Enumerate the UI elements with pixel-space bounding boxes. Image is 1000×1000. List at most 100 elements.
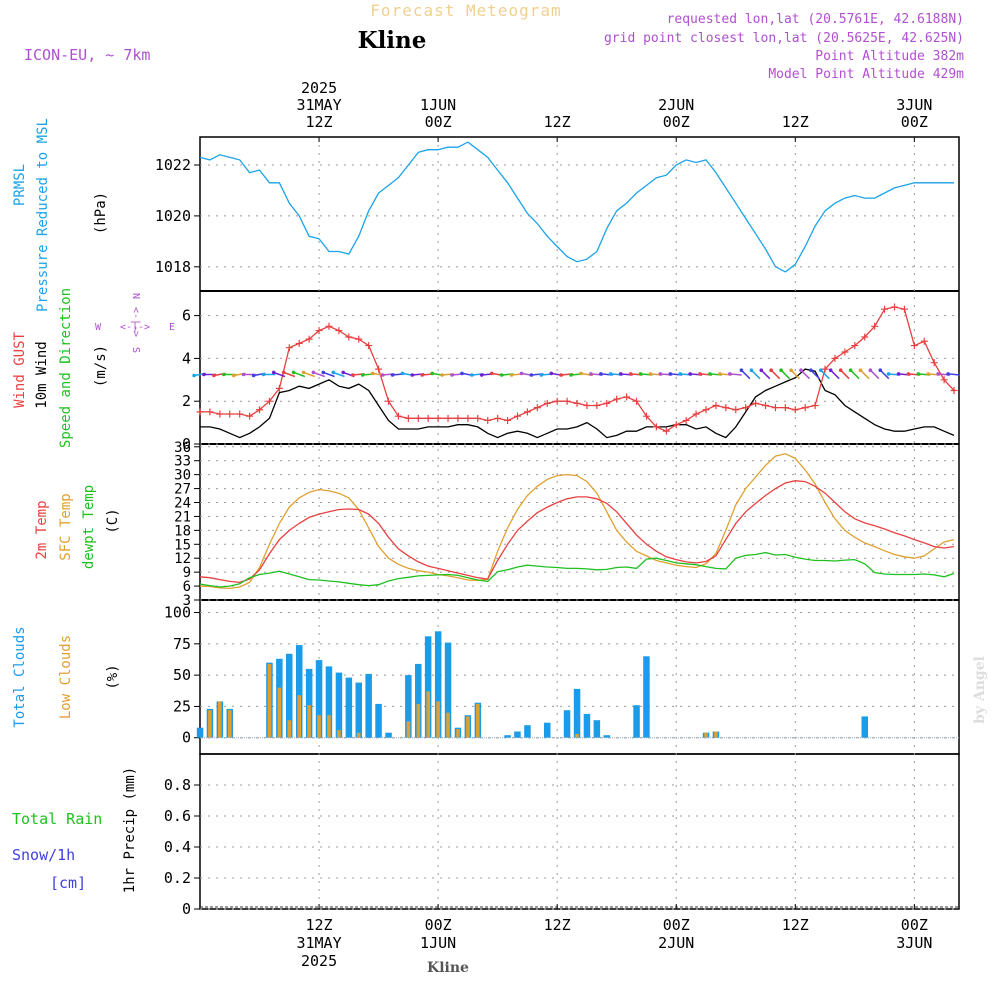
low-cloud-bar	[307, 705, 311, 738]
wind-direction-arrowhead	[430, 371, 435, 376]
total-cloud-bar	[434, 631, 442, 738]
temp-2m-series-line	[199, 480, 955, 584]
wind-direction-arrow	[323, 371, 335, 378]
wind-gust-point	[563, 397, 571, 405]
temp-ytick-label: 36	[174, 440, 191, 456]
wind-gust-point	[930, 359, 938, 367]
wind-gust-point	[295, 339, 303, 347]
temp-ytick-label: 33	[174, 454, 191, 470]
wind-direction-arrowhead	[420, 373, 425, 377]
pressure-series-line	[199, 141, 954, 273]
x-label-top: 3JUN	[896, 96, 932, 114]
temp-ytick-label: 27	[174, 482, 191, 498]
wind-gust-point	[246, 412, 254, 420]
x-label-bottom: 00Z	[663, 916, 690, 934]
precip-ytick-label: 0.6	[164, 807, 191, 825]
x-label-top: 00Z	[425, 113, 452, 131]
total-cloud-bar	[861, 716, 868, 738]
wind-direction-arrowhead	[749, 368, 754, 373]
low-cloud-bar	[446, 712, 450, 738]
low-cloud-bar	[426, 691, 430, 738]
low-cloud-bar	[476, 703, 480, 738]
wind-gust-point	[513, 412, 521, 420]
x-label-top: 12Z	[782, 113, 809, 131]
wind-gust-point	[642, 412, 650, 420]
low-cloud-bar	[466, 716, 470, 738]
wind-direction-arrowhead	[648, 372, 653, 376]
x-label-bottom: 2JUN	[658, 934, 694, 952]
wind-gust-point	[801, 404, 809, 412]
wind-gust-point	[325, 322, 333, 330]
wind-gust-point	[414, 414, 422, 422]
wind-direction-arrowhead	[678, 372, 682, 376]
temp-ytick-label: 6	[183, 579, 191, 595]
wind-direction-arrowhead	[291, 370, 296, 375]
wind-direction-arrowhead	[241, 372, 246, 377]
low-cloud-bar	[218, 701, 222, 738]
wind-direction-arrow	[820, 369, 830, 380]
wind-direction-arrowhead	[380, 373, 385, 377]
wind-direction-arrowhead	[599, 372, 603, 376]
wind-direction-arrow	[879, 369, 890, 380]
wind-gust-point	[275, 384, 283, 392]
wind-direction-arrow	[850, 369, 860, 380]
total-cloud-bar	[643, 656, 650, 738]
cloud-unit: (%)	[105, 664, 121, 689]
wind-direction-arrowhead	[539, 373, 544, 377]
location-title: Kline	[358, 27, 427, 54]
x-label-bottom: 1JUN	[420, 934, 456, 952]
x-label-top: 00Z	[663, 113, 690, 131]
pressure-label-prmsl: PRMSL	[12, 164, 28, 206]
total-clouds-label: Total Clouds	[12, 626, 28, 727]
wind-gust-point	[613, 395, 621, 403]
wind-gust-point	[692, 410, 700, 418]
temp-ytick-label: 21	[174, 509, 191, 525]
wind-direction-arrowhead	[390, 373, 395, 377]
wind-direction-arrowhead	[232, 373, 236, 378]
wind-gust-point	[474, 414, 482, 422]
wind-gust-point	[900, 305, 908, 313]
marks-layer	[192, 141, 961, 908]
wind-direction-arrowhead	[896, 372, 901, 376]
wind-direction-arrowhead	[499, 373, 504, 377]
wind-gust-point	[345, 333, 353, 341]
pressure-ytick-label: 1020	[155, 207, 191, 225]
wind-gust-point	[851, 342, 859, 350]
wind-direction-arrow	[830, 369, 840, 380]
wind-gust-point	[881, 305, 889, 313]
wind-speed-series-line	[200, 368, 955, 439]
wind-direction-arrowhead	[470, 373, 474, 377]
low-cloud-bar	[406, 721, 411, 738]
wind-ytick-label: 6	[182, 307, 191, 325]
low-cloud-bar	[456, 729, 460, 738]
wind-gust-point	[623, 393, 631, 401]
x-label-top: 00Z	[901, 113, 928, 131]
total-cloud-bar	[325, 666, 333, 738]
total-cloud-bar	[345, 677, 353, 738]
x-label-top: 31MAY	[296, 96, 341, 114]
wind-gust-point	[285, 344, 293, 352]
low-cloud-bar	[267, 663, 272, 738]
low-cloud-bar	[436, 701, 440, 738]
precip-ytick-label: 0	[182, 900, 191, 918]
low-cloud-bar	[317, 715, 321, 738]
wind-gust-point	[454, 414, 462, 422]
wind-direction-arrow	[859, 369, 870, 380]
low-cloud-bar	[416, 703, 421, 738]
total-cloud-bar	[405, 675, 412, 738]
wind-gust-point	[940, 376, 948, 384]
temp-sfc-label: SFC Temp	[58, 493, 74, 560]
wind-gust-point	[920, 337, 928, 345]
wind-gust-point	[444, 414, 452, 422]
wind-direction-arrowhead	[848, 368, 853, 373]
wind-direction-arrow	[790, 369, 801, 380]
wind-direction-arrow	[948, 373, 961, 376]
wind-ytick-label: 0	[182, 435, 191, 453]
wind-direction-arrow	[303, 371, 316, 378]
wind-direction-label: Speed and Direction	[58, 288, 74, 448]
wind-gust-point	[662, 427, 670, 435]
wind-direction-arrowhead	[400, 371, 405, 376]
wind-gust-point	[593, 401, 601, 409]
wind-direction-arrowhead	[769, 368, 773, 373]
